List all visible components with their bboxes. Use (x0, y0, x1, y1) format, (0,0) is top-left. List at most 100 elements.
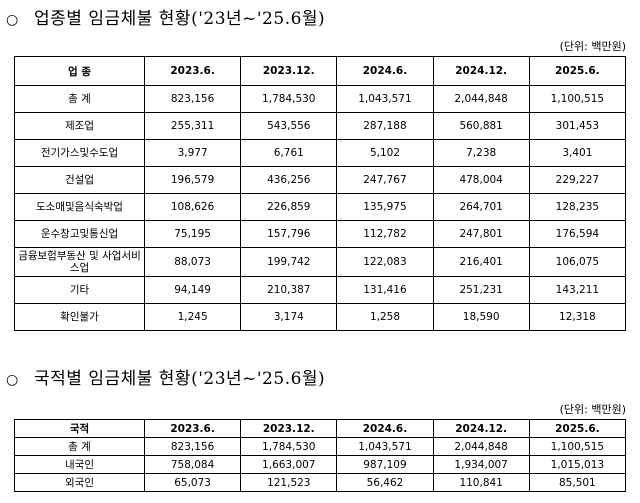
value-cell: 1,258 (336, 303, 434, 331)
table-row: 금융보험부동산 및 사업서비스업 88,073 199,742 122,083 216,… (14, 247, 627, 277)
table-row: 전기가스및수도업 3,977 6,761 5,102 7,238 3,401 (14, 139, 627, 167)
value-cell: 1,784,530 (240, 437, 338, 456)
value-cell: 6,761 (240, 139, 338, 167)
value-cell: 75,195 (143, 220, 242, 248)
value-cell: 199,742 (240, 247, 338, 277)
industry-unit-label: (단위: 백만원) (559, 40, 626, 53)
row-label-cell: 제조업 (14, 112, 145, 140)
row-label-cell: 총 계 (14, 85, 145, 113)
value-cell: 110,841 (432, 473, 530, 492)
value-cell: 3,401 (528, 139, 627, 167)
header-2025-6: 2025.6. (528, 56, 627, 86)
table-header-row: 업 종 2023.6. 2023.12. 2024.6. 2024.12. 20… (14, 56, 627, 86)
industry-title-text: 업종별 임금체불 현황('23년~'25.6월) (34, 9, 326, 29)
value-cell: 1,043,571 (336, 437, 434, 456)
value-cell: 128,235 (528, 193, 627, 221)
table-header-row: 국적 2023.6. 2023.12. 2024.6. 2024.12. 202… (14, 419, 627, 438)
value-cell: 56,462 (336, 473, 434, 492)
value-cell: 1,100,515 (528, 437, 627, 456)
value-cell: 5,102 (336, 139, 434, 167)
value-cell: 229,227 (528, 166, 627, 194)
value-cell: 1,015,013 (528, 455, 627, 474)
value-cell: 85,501 (528, 473, 627, 492)
header-2023-6: 2023.6. (143, 419, 242, 438)
value-cell: 135,975 (336, 193, 434, 221)
value-cell: 287,188 (336, 112, 434, 140)
table-row: 총 계 823,156 1,784,530 1,043,571 2,044,848 1,1… (14, 437, 627, 456)
value-cell: 247,767 (336, 166, 434, 194)
value-cell: 255,311 (143, 112, 242, 140)
table-row: 기타 94,149 210,387 131,416 251,231 143,211 (14, 276, 627, 304)
circle-bullet-icon: ○ (6, 372, 19, 388)
value-cell: 1,043,571 (336, 85, 434, 113)
header-2023-6: 2023.6. (143, 56, 242, 86)
value-cell: 210,387 (240, 276, 338, 304)
value-cell: 823,156 (143, 437, 242, 456)
header-2023-12: 2023.12. (240, 56, 338, 86)
nationality-title-text: 국적별 임금체불 현황('23년~'25.6월) (34, 369, 326, 389)
value-cell: 1,663,007 (240, 455, 338, 474)
value-cell: 94,149 (143, 276, 242, 304)
header-2023-12: 2023.12. (240, 419, 338, 438)
value-cell: 216,401 (432, 247, 530, 277)
value-cell: 108,626 (143, 193, 242, 221)
row-label-cell: 운수창고및통신업 (14, 220, 145, 248)
table-row: 제조업 255,311 543,556 287,188 560,881 301,453 (14, 112, 627, 140)
value-cell: 251,231 (432, 276, 530, 304)
value-cell: 122,083 (336, 247, 434, 277)
table-row: 운수창고및통신업 75,195 157,796 112,782 247,801 176,5… (14, 220, 627, 248)
value-cell: 88,073 (143, 247, 242, 277)
table-row: 건설업 196,579 436,256 247,767 478,004 229,227 (14, 166, 627, 194)
header-2024-6: 2024.6. (336, 419, 434, 438)
value-cell: 143,211 (528, 276, 627, 304)
value-cell: 758,084 (143, 455, 242, 474)
value-cell: 1,784,530 (240, 85, 338, 113)
value-cell: 987,109 (336, 455, 434, 474)
value-cell: 478,004 (432, 166, 530, 194)
value-cell: 7,238 (432, 139, 530, 167)
value-cell: 157,796 (240, 220, 338, 248)
row-label-cell: 전기가스및수도업 (14, 139, 145, 167)
header-2024-12: 2024.12. (432, 419, 530, 438)
row-label-cell: 금융보험부동산 및 사업서비스업 (14, 247, 145, 277)
nationality-unit-label: (단위: 백만원) (559, 403, 626, 416)
row-label-cell: 기타 (14, 276, 145, 304)
value-cell: 121,523 (240, 473, 338, 492)
value-cell: 264,701 (432, 193, 530, 221)
row-label-cell: 도소매및음식숙박업 (14, 193, 145, 221)
value-cell: 436,256 (240, 166, 338, 194)
value-cell: 106,075 (528, 247, 627, 277)
nationality-section-title: ○ 국적별 임금체불 현황('23년~'25.6월) (6, 364, 325, 389)
value-cell: 1,100,515 (528, 85, 627, 113)
industry-wage-arrears-table: 업 종 2023.6. 2023.12. 2024.6. 2024.12. 20… (14, 56, 627, 331)
table-row: 확인불가 1,245 3,174 1,258 18,590 12,318 (14, 303, 627, 331)
value-cell: 112,782 (336, 220, 434, 248)
header-2025-6: 2025.6. (528, 419, 627, 438)
row-label-cell: 외국인 (14, 473, 145, 492)
header-industry: 업 종 (14, 56, 145, 86)
value-cell: 560,881 (432, 112, 530, 140)
table-row: 내국인 758,084 1,663,007 987,109 1,934,007 1,015… (14, 455, 627, 474)
value-cell: 65,073 (143, 473, 242, 492)
header-2024-6: 2024.6. (336, 56, 434, 86)
row-label-cell: 건설업 (14, 166, 145, 194)
row-label-cell: 내국인 (14, 455, 145, 474)
nationality-wage-arrears-table: 국적 2023.6. 2023.12. 2024.6. 2024.12. 202… (14, 419, 627, 492)
industry-section-title: ○ 업종별 임금체불 현황('23년~'25.6월) (6, 4, 325, 29)
table-row: 도소매및음식숙박업 108,626 226,859 135,975 264,701 128… (14, 193, 627, 221)
header-2024-12: 2024.12. (432, 56, 530, 86)
value-cell: 196,579 (143, 166, 242, 194)
value-cell: 18,590 (432, 303, 530, 331)
value-cell: 12,318 (528, 303, 627, 331)
value-cell: 176,594 (528, 220, 627, 248)
row-label-cell: 확인불가 (14, 303, 145, 331)
value-cell: 543,556 (240, 112, 338, 140)
value-cell: 226,859 (240, 193, 338, 221)
value-cell: 247,801 (432, 220, 530, 248)
header-nationality: 국적 (14, 419, 145, 438)
value-cell: 3,977 (143, 139, 242, 167)
circle-bullet-icon: ○ (6, 12, 19, 28)
table-row: 총 계 823,156 1,784,530 1,043,571 2,044,848 1,1… (14, 85, 627, 113)
value-cell: 823,156 (143, 85, 242, 113)
value-cell: 2,044,848 (432, 85, 530, 113)
